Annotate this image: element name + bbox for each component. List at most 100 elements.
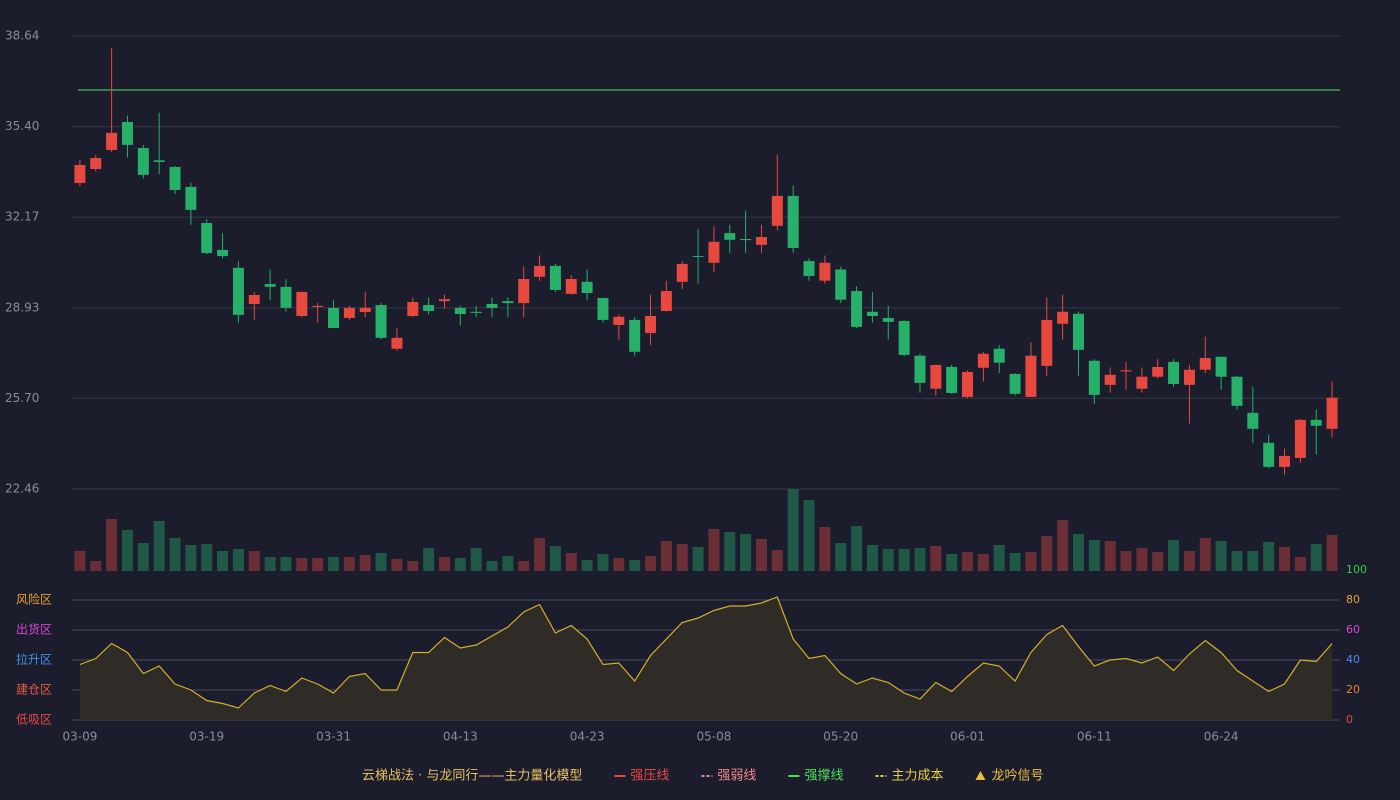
candle-body — [1168, 361, 1180, 385]
volume-bar — [169, 538, 181, 571]
volume-bar — [660, 541, 672, 571]
candle-body — [391, 337, 403, 349]
y-tick-label: 35.40 — [5, 119, 39, 133]
y-tick-label: 28.93 — [5, 300, 39, 314]
y-tick-label: 38.64 — [5, 29, 39, 43]
volume-bar — [771, 550, 783, 571]
volume-bar — [296, 558, 308, 571]
candle-body — [1199, 357, 1211, 370]
candle-body — [771, 195, 783, 226]
zone-label: 风险区 — [16, 592, 52, 607]
volume-bar — [613, 558, 625, 571]
volume-bar — [121, 530, 133, 571]
volume-bar — [866, 545, 878, 571]
volume-bar — [882, 549, 894, 571]
volume-bar — [248, 551, 260, 571]
volume-bar — [201, 544, 213, 571]
candle-body — [898, 321, 910, 355]
candle-body — [1326, 397, 1338, 429]
candle-body — [914, 355, 926, 383]
volume-bar — [1120, 551, 1132, 571]
volume-bar — [280, 557, 292, 571]
x-tick-label: 03-19 — [189, 730, 224, 744]
candle-body — [597, 298, 609, 320]
volume-bar — [755, 539, 767, 571]
candle-body — [549, 265, 561, 290]
volume-bar — [898, 549, 910, 571]
candle-body — [359, 307, 371, 313]
volume-bar — [581, 560, 593, 571]
candle-body — [835, 269, 847, 300]
volume-bar — [835, 543, 847, 571]
volume-bar — [724, 532, 736, 571]
x-tick-label: 06-11 — [1077, 730, 1112, 744]
y-tick-label: 40 — [1346, 653, 1360, 666]
volume-bar — [1326, 535, 1338, 571]
volume-bar — [692, 547, 704, 571]
candle-body — [866, 311, 878, 316]
volume-bar — [328, 557, 340, 571]
y-tick-label: 32.17 — [5, 210, 39, 224]
x-tick-label: 03-09 — [62, 730, 97, 744]
candle-body — [1294, 419, 1306, 458]
volume-bar — [1088, 540, 1100, 571]
candle-body — [819, 262, 831, 281]
volume-bar — [1041, 536, 1053, 571]
zone-label: 建仓区 — [16, 683, 52, 697]
volume-bar — [502, 556, 514, 571]
candle-body — [1072, 313, 1084, 350]
candle-body — [787, 195, 799, 248]
y-tick-label: 100 — [1346, 563, 1367, 576]
volume-bar — [217, 551, 229, 571]
volume-bar — [930, 546, 942, 571]
candle-body — [1215, 356, 1227, 377]
volume-bar — [946, 554, 958, 571]
candle-body — [137, 147, 149, 175]
y-tick-label: 0 — [1346, 713, 1353, 726]
volume-bar — [549, 546, 561, 571]
volume-bar — [137, 543, 149, 571]
volume-bar — [803, 500, 815, 571]
candle-body — [803, 261, 815, 276]
volume-bar — [1152, 552, 1164, 571]
volume-bar — [1025, 552, 1037, 571]
candle-body — [375, 305, 387, 338]
candle-body — [882, 317, 894, 322]
volume-bar — [676, 544, 688, 571]
candle-body — [169, 167, 181, 190]
legend-marker — [975, 771, 986, 780]
candle-body — [90, 158, 102, 169]
volume-bar — [264, 557, 276, 571]
volume-bar — [534, 538, 546, 571]
candle-body — [946, 366, 958, 393]
candle-body — [1263, 442, 1275, 467]
candle-body — [581, 281, 593, 294]
candle-body — [121, 121, 133, 145]
candle-body — [1057, 311, 1069, 324]
volume-bar — [518, 561, 530, 571]
x-tick-label: 04-13 — [443, 730, 478, 744]
volume-bar — [1310, 544, 1322, 571]
y-tick-label: 60 — [1346, 623, 1360, 636]
candle-body — [565, 279, 577, 294]
candle-body — [343, 307, 355, 318]
candle-body — [1088, 360, 1100, 395]
volume-bar — [1294, 557, 1306, 571]
candle-body — [502, 301, 514, 304]
candle-body — [660, 291, 672, 311]
volume-bar — [1057, 520, 1069, 571]
volume-bar — [343, 557, 355, 571]
candle-body — [993, 348, 1005, 363]
legend-label: 强弱线 — [717, 769, 756, 784]
volume-bar — [787, 489, 799, 571]
volume-bar — [962, 552, 974, 571]
candle-body — [1136, 376, 1148, 389]
volume-bar — [708, 529, 720, 571]
volume-bar — [565, 553, 577, 571]
candle-body — [1247, 412, 1259, 429]
volume-bar — [486, 561, 498, 571]
candle-body — [962, 371, 974, 397]
volume-bar — [1009, 553, 1021, 571]
